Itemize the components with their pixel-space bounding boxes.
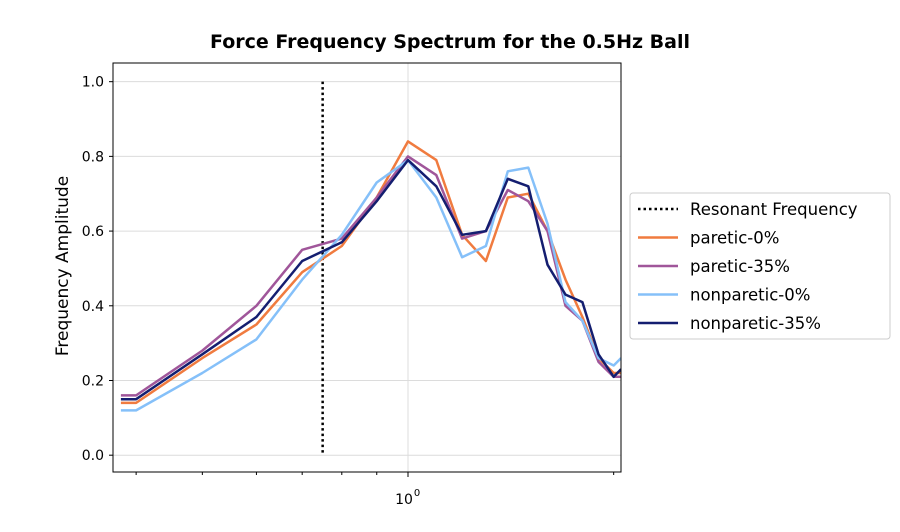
plot-frame xyxy=(112,62,622,473)
y-tick-label: 0.4 xyxy=(82,299,104,315)
y-axis-label: Frequency Amplitude xyxy=(53,176,73,356)
series-line-paretic-0pct xyxy=(120,140,621,405)
y-tick-label: 0.8 xyxy=(82,149,104,165)
chart-title: Force Frequency Spectrum for the 0.5Hz B… xyxy=(210,31,690,53)
y-tick-label: 0.6 xyxy=(82,224,104,240)
legend-label: Resonant Frequency xyxy=(690,200,858,219)
legend-label: nonparetic-35% xyxy=(690,314,821,333)
x-tick-exponent: 0 xyxy=(414,488,420,499)
plot-area: 0.0 0.2 0.4 0.6 0.8 1.0 10 0 xyxy=(82,62,622,508)
legend: Resonant Frequency paretic-0% paretic-35% n… xyxy=(629,192,891,340)
y-tick-label: 1.0 xyxy=(82,75,104,91)
series-line-nonparetic-35pct xyxy=(120,158,621,401)
legend-box xyxy=(629,192,891,340)
legend-label: paretic-0% xyxy=(690,229,779,248)
y-tick-label: 0.2 xyxy=(82,373,104,389)
legend-label: nonparetic-0% xyxy=(690,286,810,305)
series-line-nonparetic-0pct xyxy=(120,158,621,412)
y-tick-label: 0.0 xyxy=(82,448,104,464)
legend-label: paretic-35% xyxy=(690,257,790,276)
x-tick-label: 10 xyxy=(395,492,413,508)
